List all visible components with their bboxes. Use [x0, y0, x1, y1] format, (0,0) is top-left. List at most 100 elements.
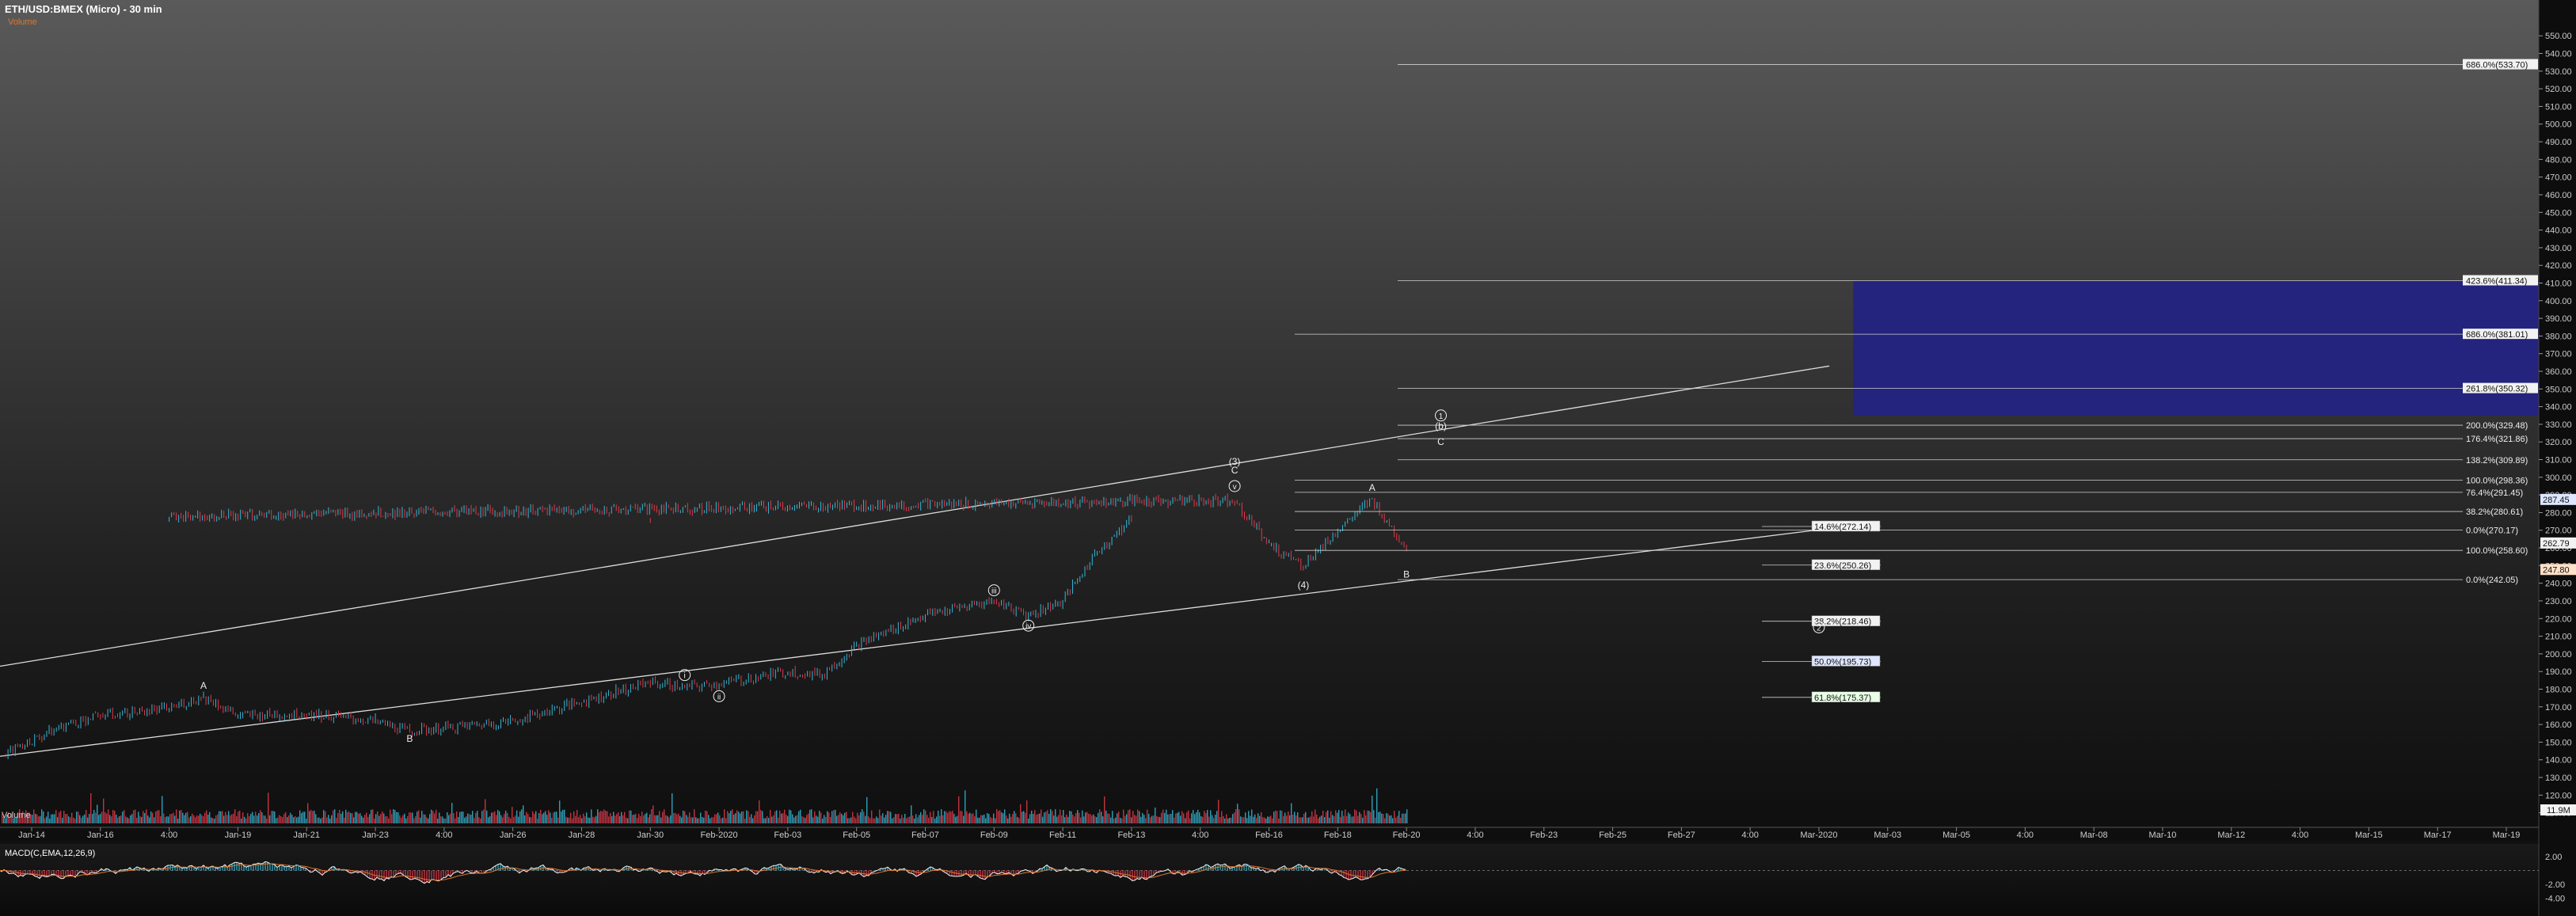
volume-bar: [147, 815, 149, 823]
volume-bar: [1283, 815, 1284, 823]
volume-bar: [1105, 810, 1107, 823]
macd-signal-line: [0, 863, 1406, 881]
volume-bar: [551, 817, 553, 823]
volume-bar: [877, 818, 879, 823]
volume-bar: [1178, 811, 1180, 823]
volume-bar: [266, 818, 268, 823]
volume-bar: [621, 811, 622, 823]
x-tick-label: Mar-15: [2355, 830, 2383, 840]
volume-bar: [3, 816, 5, 823]
volume-bar: [773, 815, 774, 823]
wave-label: A: [1369, 482, 1376, 493]
volume-bar: [155, 811, 157, 823]
volume-bar: [1101, 811, 1102, 823]
volume-bar: [1341, 811, 1343, 823]
volume-bar: [52, 814, 54, 823]
volume-bar: [1245, 812, 1246, 823]
wave-label-circle: [987, 584, 1000, 597]
volume-bar: [177, 818, 179, 823]
volume-bar: [1058, 815, 1060, 823]
volume-bar: [1194, 814, 1196, 823]
volume-bar: [722, 817, 724, 823]
wave-label-circle: [1435, 409, 1448, 422]
volume-bar: [1275, 810, 1277, 823]
y-tick-label: 270.00: [2545, 526, 2572, 536]
volume-bar: [825, 817, 827, 823]
volume-bar: [1102, 816, 1104, 823]
volume-bar: [95, 812, 97, 823]
y-tick-label: 320.00: [2545, 438, 2572, 447]
volume-bar: [1140, 816, 1142, 823]
y-tick-label: 150.00: [2545, 738, 2572, 747]
volume-bar: [819, 811, 820, 823]
volume-bar: [651, 809, 653, 823]
fib-label-box: [2463, 329, 2538, 340]
volume-bar: [100, 813, 101, 823]
volume-bar: [725, 818, 727, 823]
volume-bar: [11, 813, 13, 823]
volume-bar: [41, 809, 43, 823]
volume-bar: [846, 811, 847, 823]
y-tick-label: 520.00: [2545, 85, 2572, 94]
volume-bar: [65, 814, 67, 823]
main-chart-pane[interactable]: [0, 0, 2576, 841]
volume-bar: [477, 811, 478, 823]
volume-bar: [627, 818, 629, 823]
volume-bar: [923, 809, 925, 823]
volume-bar: [109, 815, 111, 823]
volume-bar: [1137, 809, 1139, 823]
volume-bar: [82, 815, 84, 823]
volume-bar: [1039, 813, 1041, 823]
volume-bar: [575, 815, 576, 823]
volume-bar: [1229, 817, 1231, 823]
volume-bar: [793, 817, 795, 823]
volume-bar: [1286, 815, 1288, 823]
volume-bar: [1200, 815, 1202, 823]
volume-bar: [790, 810, 792, 823]
volume-bar: [1094, 816, 1096, 823]
volume-bar: [179, 810, 181, 823]
volume-bar: [372, 809, 374, 823]
volume-bar: [1381, 813, 1383, 823]
volume-bar: [743, 811, 744, 823]
volume-bar: [684, 811, 686, 823]
volume-bar: [907, 817, 909, 823]
volume-bar: [1346, 815, 1348, 823]
volume-bar: [771, 816, 773, 823]
volume-bar: [396, 811, 398, 823]
volume-bar: [112, 810, 114, 823]
wave-label: (3): [1229, 456, 1241, 467]
volume-bar: [1367, 810, 1368, 823]
volume-bar: [752, 818, 754, 823]
volume-bar: [1088, 813, 1090, 823]
volume-bar: [1284, 812, 1286, 823]
volume-bar: [1029, 814, 1031, 823]
volume-bar: [456, 811, 458, 823]
y-tick-label: 200.00: [2545, 650, 2572, 659]
volume-bar: [394, 810, 396, 823]
wave-label: ii: [717, 693, 721, 701]
volume-bar: [736, 810, 738, 823]
volume-bar: [1305, 811, 1307, 823]
volume-bar: [1148, 813, 1150, 823]
volume-bar: [1017, 816, 1018, 823]
volume-bar: [334, 809, 336, 823]
y-tick-label: 510.00: [2545, 102, 2572, 112]
volume-bar: [231, 814, 233, 823]
x-tick-label: Mar-05: [1942, 830, 1970, 840]
volume-bar: [640, 815, 641, 823]
volume-bar: [708, 815, 710, 823]
volume-bar: [415, 815, 417, 823]
x-tick-label: Feb-09: [980, 830, 1008, 840]
volume-bar: [917, 817, 919, 823]
volume-bar: [673, 812, 675, 823]
volume-bar: [279, 815, 280, 823]
volume-bar: [1156, 815, 1158, 823]
volume-bar: [120, 815, 122, 823]
volume-bar: [1129, 809, 1131, 823]
volume-bar: [27, 812, 29, 823]
volume-bar: [1359, 811, 1360, 823]
y-tick-label: 340.00: [2545, 403, 2572, 412]
volume-bar: [16, 816, 17, 823]
